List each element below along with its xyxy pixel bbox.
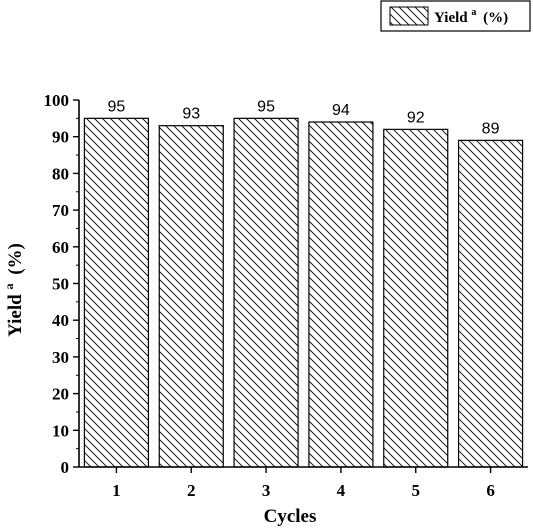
y-axis-title: Yield a (%) [0,243,26,337]
data-label-cycle-3: 95 [257,98,275,115]
y-tick-label-70: 70 [52,201,69,220]
legend: Yield a (%) [380,0,531,32]
data-label-cycle-4: 94 [332,102,350,119]
y-tick-label-100: 100 [44,91,70,110]
y-tick-label-60: 60 [52,238,69,257]
data-label-cycle-6: 89 [482,120,500,137]
y-tick-label-20: 20 [52,385,69,404]
y-tick-label-50: 50 [52,275,69,294]
bar-cycle-6 [457,139,524,468]
bars-layer [83,117,524,468]
y-tick-label-10: 10 [52,421,69,440]
y-axis-title-sup: a [2,284,16,290]
x-tick-label-5: 5 [412,481,421,500]
bar-cycle-1 [83,117,150,468]
bar-cycle-4 [308,121,374,468]
bar-cycle-3 [233,117,299,468]
legend-label: Yield a (%) [434,3,508,26]
axes-layer: 0 10 20 30 40 50 60 70 80 90 100 1 2 3 4 5 6 [44,91,528,500]
x-tick-label-1: 1 [112,481,121,500]
data-label-cycle-2: 93 [182,106,200,123]
bar-cycle-5 [383,128,449,468]
data-labels-layer: 95 93 95 94 92 89 [108,98,500,137]
y-axis-title-unit: (%) [5,243,26,275]
legend-label-sup: a [471,7,476,18]
y-tick-label-80: 80 [52,164,69,183]
x-tick-label-6: 6 [486,481,495,500]
y-tick-label-0: 0 [61,458,70,477]
y-tick-label-40: 40 [52,311,69,330]
legend-swatch [389,6,429,26]
legend-label-unit: (%) [483,10,508,26]
x-tick-label-2: 2 [187,481,196,500]
data-label-cycle-1: 95 [108,98,126,115]
x-axis-title: Cycles [264,506,317,527]
legend-label-main: Yield [434,10,468,26]
y-axis-title-main: Yield [5,294,26,337]
x-tick-label-3: 3 [262,481,271,500]
bar-cycle-2 [158,125,224,468]
y-tick-label-90: 90 [52,128,69,147]
data-label-cycle-5: 92 [407,109,425,126]
x-tick-label-4: 4 [337,481,346,500]
y-tick-label-30: 30 [52,348,69,367]
